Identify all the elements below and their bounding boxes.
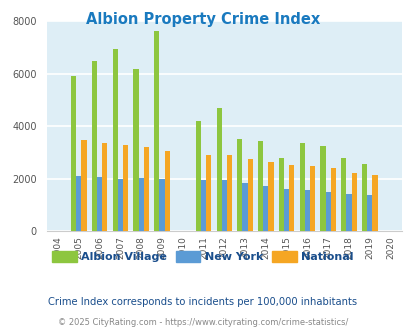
Bar	[195, 121, 200, 231]
Bar	[133, 69, 138, 231]
Bar	[226, 154, 232, 231]
Bar	[164, 151, 169, 231]
Bar	[288, 165, 294, 231]
Text: Crime Index corresponds to incidents per 100,000 inhabitants: Crime Index corresponds to incidents per…	[48, 297, 357, 307]
Bar	[345, 194, 351, 231]
Bar	[371, 176, 377, 231]
Bar	[71, 77, 76, 231]
Text: © 2025 CityRating.com - https://www.cityrating.com/crime-statistics/: © 2025 CityRating.com - https://www.city…	[58, 318, 347, 327]
Bar	[361, 164, 366, 231]
Bar	[366, 195, 371, 231]
Bar	[221, 180, 226, 231]
Bar	[102, 143, 107, 231]
Bar	[154, 31, 159, 231]
Bar	[258, 141, 262, 231]
Bar	[216, 108, 221, 231]
Bar	[92, 61, 97, 231]
Bar	[206, 154, 211, 231]
Bar	[242, 183, 247, 231]
Bar	[351, 173, 356, 231]
Bar	[159, 179, 164, 231]
Bar	[117, 179, 123, 231]
Bar	[97, 177, 102, 231]
Bar	[330, 168, 335, 231]
Bar	[278, 158, 284, 231]
Bar	[112, 49, 117, 231]
Text: Albion Property Crime Index: Albion Property Crime Index	[86, 12, 319, 26]
Bar	[304, 190, 309, 231]
Bar	[237, 139, 242, 231]
Bar	[247, 159, 252, 231]
Bar	[76, 176, 81, 231]
Bar	[325, 192, 330, 231]
Bar	[320, 146, 325, 231]
Bar	[299, 143, 304, 231]
Legend: Albion Village, New York, National: Albion Village, New York, National	[48, 247, 357, 267]
Bar	[284, 189, 288, 231]
Bar	[81, 140, 87, 231]
Bar	[309, 166, 314, 231]
Bar	[262, 186, 268, 231]
Bar	[200, 180, 206, 231]
Bar	[138, 178, 143, 231]
Bar	[268, 162, 273, 231]
Bar	[340, 158, 345, 231]
Bar	[143, 147, 149, 231]
Bar	[123, 145, 128, 231]
